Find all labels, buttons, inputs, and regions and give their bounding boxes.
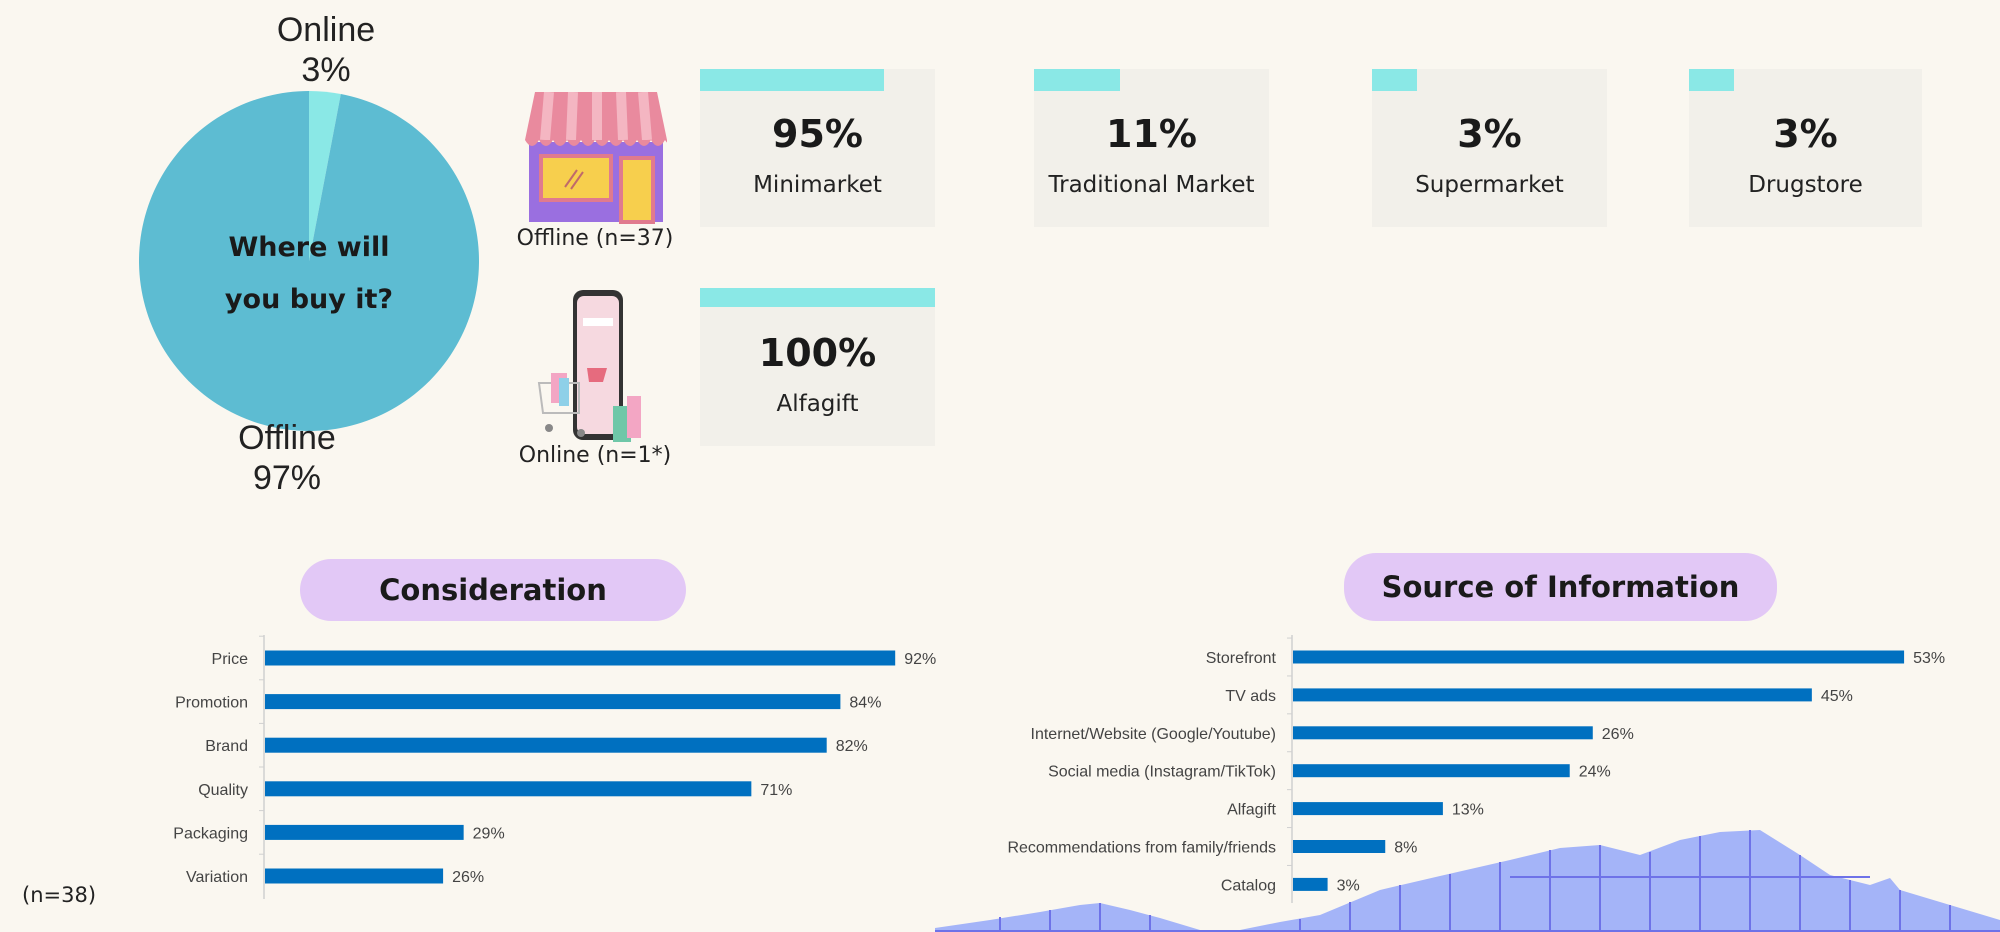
card-label: Supermarket [1415, 172, 1564, 198]
pie-label-online-name: Online [276, 11, 376, 49]
card-label: Minimarket [753, 172, 882, 198]
storefront-icon [525, 92, 667, 224]
card-label: Traditional Market [1048, 172, 1255, 198]
pie-chart [139, 91, 479, 432]
online-label: Online (n=1*) [518, 443, 672, 468]
card-supermarket: 3% Supermarket [1372, 69, 1607, 227]
card-label: Alfagift [776, 391, 859, 417]
pie-title: Where will you buy it? [209, 222, 409, 326]
pie-title-line-1: Where will [228, 232, 390, 263]
card-progress-bar [700, 288, 935, 307]
pie-label-online: Online 3% [246, 10, 406, 90]
consideration-heading: Consideration [300, 559, 686, 621]
pie-label-offline-value: 97% [252, 459, 322, 497]
sample-size-note: (n=38) [22, 883, 97, 907]
card-percent: 11% [1106, 112, 1197, 156]
card-label: Drugstore [1748, 172, 1863, 198]
card-progress-bar [1689, 69, 1735, 91]
card-traditional-market: 11% Traditional Market [1034, 69, 1269, 227]
offline-label: Offline (n=37) [516, 226, 674, 251]
card-percent: 3% [1773, 112, 1838, 156]
card-progress-bar [700, 69, 884, 91]
pie-slice-online [309, 91, 341, 261]
pie-label-offline-name: Offline [238, 419, 336, 457]
card-progress-bar [1372, 69, 1417, 91]
phone-shopping-icon [537, 290, 641, 442]
pie-title-line-2: you buy it? [224, 284, 394, 315]
card-minimarket: 95% Minimarket [700, 69, 935, 227]
card-alfagift: 100% Alfagift [700, 288, 935, 446]
pie-label-online-value: 3% [301, 51, 351, 89]
card-percent: 3% [1457, 112, 1522, 156]
card-progress-bar [1034, 69, 1120, 91]
card-drugstore: 3% Drugstore [1689, 69, 1922, 227]
source-of-information-heading: Source of Information [1344, 553, 1777, 621]
pie-label-offline: Offline 97% [207, 418, 367, 498]
card-percent: 100% [758, 331, 877, 375]
pie-slice-offline [139, 91, 479, 432]
card-percent: 95% [772, 112, 863, 156]
